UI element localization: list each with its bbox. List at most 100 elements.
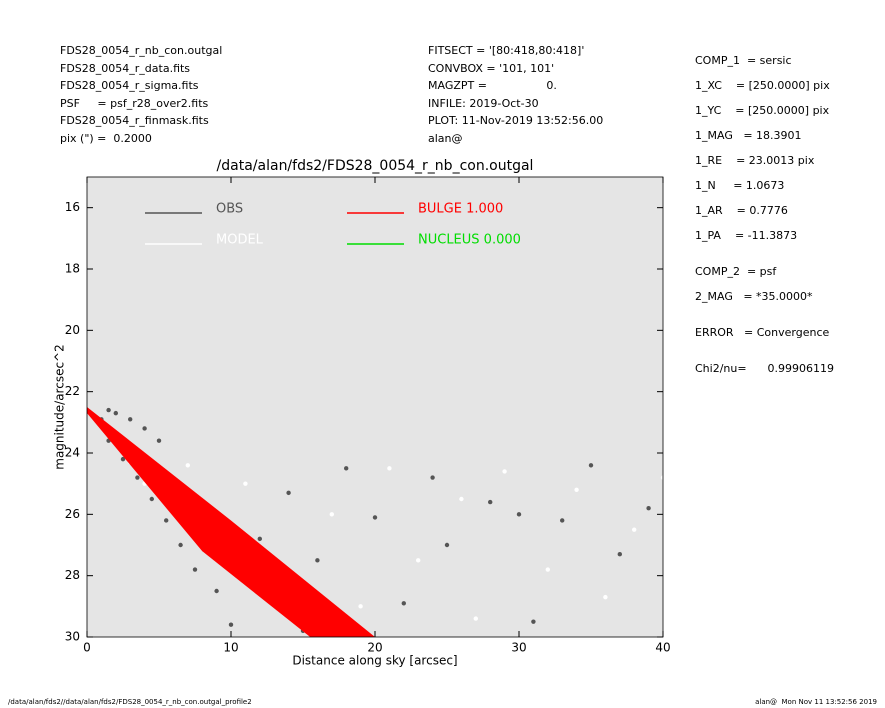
point [135, 475, 140, 480]
point [128, 417, 133, 422]
point [214, 588, 219, 594]
point [358, 604, 363, 609]
point [617, 552, 622, 557]
point [178, 542, 183, 548]
point [372, 515, 378, 520]
point [344, 466, 349, 471]
param-group: Chi2/nu= 0.99906119 [695, 356, 834, 381]
header-left: FDS28_0054_r_nb_con.outgal FDS28_0054_r_d… [60, 42, 222, 147]
param-group: ERROR = Convergence [695, 320, 834, 345]
point [329, 512, 334, 517]
x-tick-label: 0 [83, 641, 91, 655]
point [113, 410, 119, 416]
point [416, 558, 421, 563]
x-tick-label: 20 [367, 641, 382, 655]
point [120, 456, 126, 462]
point [257, 536, 262, 542]
param-line: 1_RE = 23.0013 pix [695, 154, 815, 167]
params: COMP_1 = sersic 1_XC = [250.0000] pix 1_YC… [695, 48, 834, 392]
footer-left: /data/alan/fds2//data/alan/fds2/FDS28_00… [8, 698, 252, 706]
legend-label: NUCLEUS 0.000 [418, 233, 521, 248]
y-tick-label: 22 [65, 384, 80, 398]
header-line: CONVBOX = '101, 101' [428, 61, 555, 75]
point [502, 469, 507, 474]
point [315, 558, 320, 563]
point [444, 542, 450, 548]
header-line: FDS28_0054_r_data.fits [60, 61, 191, 75]
point [545, 567, 550, 572]
header-line: MAGZPT = 0. [428, 79, 557, 92]
x-tick-label: 40 [655, 641, 670, 655]
header-line: FITSECT = '[80:418,80:418]' [428, 44, 585, 57]
point [401, 601, 406, 606]
param-line: 1_PA = -11.3873 [695, 229, 798, 242]
point [516, 512, 522, 517]
point [192, 567, 198, 572]
y-tick-label: 28 [65, 568, 80, 582]
header-line: FDS28_0054_r_finmask.fits [60, 114, 209, 127]
point [243, 481, 248, 486]
footer-right: alan@ Mon Nov 11 13:52:56 2019 [755, 698, 877, 706]
point [531, 619, 536, 624]
y-tick-label: 24 [65, 446, 80, 460]
legend-label: MODEL [216, 233, 264, 248]
point [430, 475, 435, 480]
param-line: 2_MAG = *35.0000* [695, 290, 813, 303]
x-tick-label: 30 [511, 641, 526, 655]
point [646, 506, 651, 511]
point [185, 463, 190, 468]
x-tick-label: 10 [223, 641, 238, 655]
param-line: ERROR = Convergence [695, 326, 830, 339]
legend-label: BULGE 1.000 [418, 202, 503, 217]
header-middle: FITSECT = '[80:418,80:418]' CONVBOX = '10… [428, 42, 603, 147]
param-group: COMP_2 = psf 2_MAG = *35.0000* [695, 259, 834, 309]
point [106, 407, 111, 413]
y-tick-label: 26 [65, 507, 80, 521]
point [459, 496, 464, 502]
param-line: 1_MAG = 18.3901 [695, 129, 802, 142]
header-line: INFILE: 2019-Oct-30 [428, 96, 539, 110]
chart-title: /data/alan/fds2/FDS28_0054_r_nb_con.outg… [217, 158, 534, 174]
point [488, 499, 493, 505]
param-line: 1_N = 1.0673 [695, 179, 785, 192]
header-line: PSF = psf_r28_over2.fits [60, 96, 209, 110]
point [473, 616, 478, 621]
header-line: FDS28_0054_r_sigma.fits [60, 79, 199, 92]
y-axis-label: magnitude/arcsec^2 [53, 344, 67, 470]
point [603, 594, 608, 600]
point [632, 527, 637, 532]
header-line: alan@ [428, 131, 463, 145]
y-tick-label: 30 [65, 630, 80, 644]
x-axis-label: Distance along sky [arcsec] [292, 654, 457, 668]
header-line: PLOT: 11-Nov-2019 13:52:56.00 [428, 114, 604, 127]
param-group: COMP_1 = sersic 1_XC = [250.0000] pix 1_YC… [695, 48, 834, 248]
param-line: COMP_2 = psf [695, 265, 777, 278]
plot-data [87, 407, 663, 637]
point [149, 496, 154, 502]
param-line: 1_YC = [250.0000] pix [695, 104, 830, 117]
header-line: FDS28_0054_r_nb_con.outgal [60, 44, 223, 57]
param-line: COMP_1 = sersic [695, 54, 792, 67]
param-line: Chi2/nu= 0.99906119 [695, 362, 835, 375]
point [588, 463, 594, 468]
param-line: 1_AR = 0.7776 [695, 204, 788, 217]
header-line: pix (") = 0.2000 [60, 131, 152, 145]
plot-area [87, 177, 663, 637]
point [660, 475, 663, 480]
legend-label: OBS [216, 202, 243, 217]
point [560, 518, 565, 523]
param-line: 1_XC = [250.0000] pix [695, 79, 830, 92]
point [156, 438, 162, 443]
y-tick-label: 16 [65, 200, 80, 214]
bulge-band [87, 407, 375, 637]
point [228, 622, 234, 627]
point [286, 490, 291, 496]
point [142, 426, 147, 431]
y-tick-label: 18 [65, 262, 80, 276]
y-tick-label: 20 [65, 323, 80, 337]
point [574, 487, 579, 492]
point [387, 466, 392, 471]
point [164, 518, 169, 523]
